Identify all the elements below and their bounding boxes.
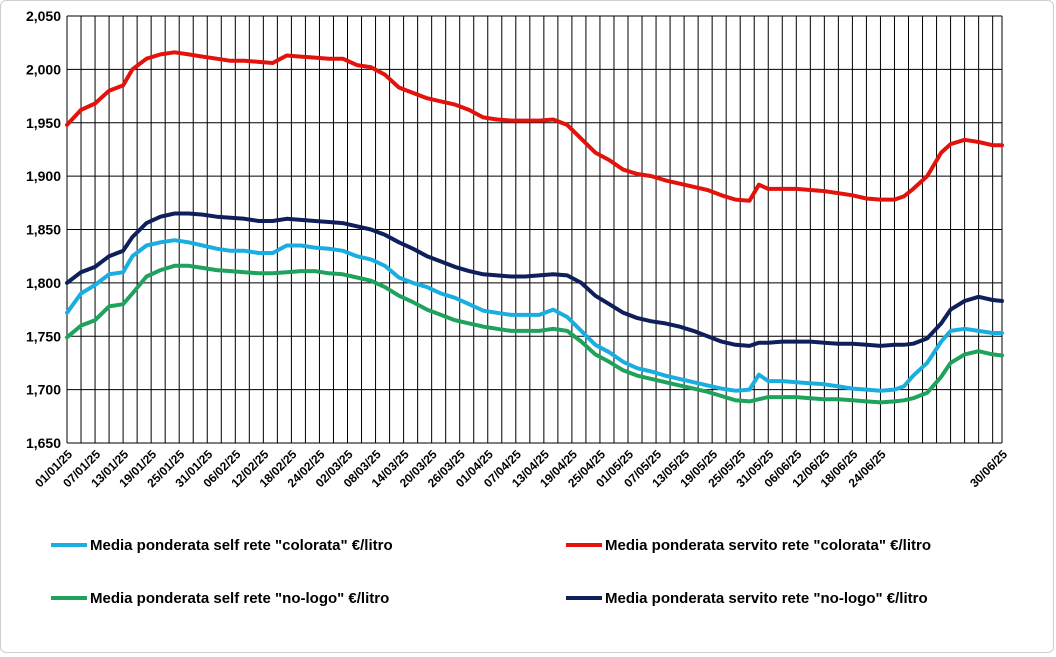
- x-tick-label: 30/06/25: [967, 447, 1010, 490]
- legend-label: Media ponderata self rete "no-logo" €/li…: [90, 590, 389, 607]
- chart-series: [65, 50, 1004, 405]
- y-tick-label: 1,800: [26, 275, 61, 291]
- series-line-0: [65, 238, 1004, 393]
- y-tick-label: 1,650: [26, 435, 61, 451]
- chart-legend: Media ponderata self rete "colorata" €/l…: [51, 537, 931, 607]
- y-tick-label: 2,000: [26, 61, 61, 77]
- y-tick-label: 1,750: [26, 328, 61, 344]
- chart-gridlines: [66, 15, 1003, 444]
- y-tick-label: 1,850: [26, 222, 61, 238]
- y-axis-tick-labels: 1,650 1,700 1,750 1,800 1,850 1,900 1,950 2,000…: [26, 8, 61, 451]
- x-axis-tick-labels: 01/01/2507/01/2513/01/2519/01/2525/01/25…: [32, 447, 1010, 490]
- series-line-2: [65, 263, 1004, 405]
- legend-label: Media ponderata self rete "colorata" €/l…: [90, 537, 393, 554]
- series-line-3: [65, 211, 1004, 348]
- y-tick-label: 1,950: [26, 115, 61, 131]
- legend-label: Media ponderata servito rete "no-logo" €…: [605, 590, 928, 607]
- y-tick-label: 1,900: [26, 168, 61, 184]
- y-tick-label: 2,050: [26, 8, 61, 24]
- legend-label: Media ponderata servito rete "colorata" …: [605, 537, 931, 554]
- series-line-1: [65, 50, 1004, 203]
- y-tick-label: 1,700: [26, 382, 61, 398]
